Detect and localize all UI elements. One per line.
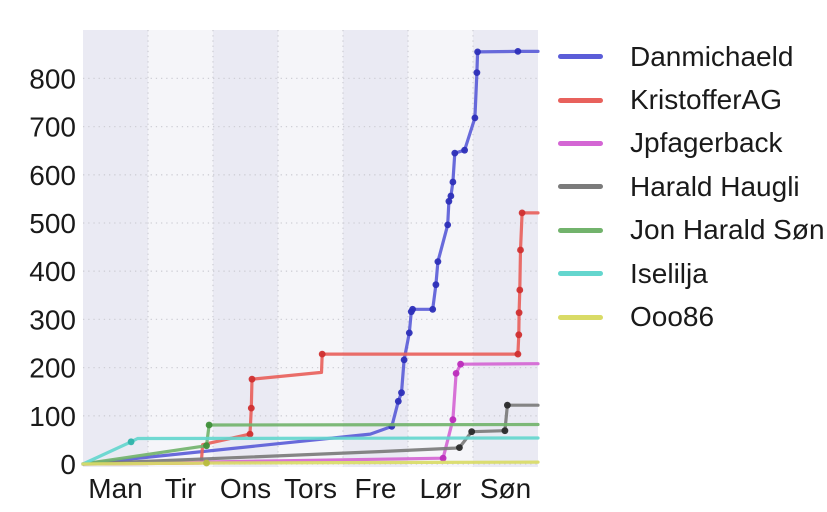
legend-label-ooo86: Ooo86 [630,301,715,333]
data-point-kristofferag [516,286,524,294]
data-point-danmichaeld [394,397,402,405]
series-line-ooo86 [81,460,540,466]
data-point-danmichaeld [434,258,442,265]
score-chart: 0 100 200 300 400 500 600 700 800 Man Tir Ons Tors Fr… [29,30,540,504]
data-point-kristofferag [514,350,522,358]
x-tick-label-tors: Tors [284,473,337,504]
day-band-man [83,30,148,467]
x-tick-label-tir: Tir [165,473,197,504]
data-point-kristofferag [518,209,526,217]
legend-label-jpfagerback: Jpfagerback [630,127,783,159]
data-point-jpfagerback [452,370,460,377]
y-tick-label: 200 [29,353,76,384]
legend-swatch-harald-haugli [558,184,603,190]
legend-swatch-iselilja [558,271,603,277]
data-point-jon-harald-s-n [203,442,210,450]
legend-item-jpfagerback: Jpfagerback [558,122,825,165]
data-point-danmichaeld [447,192,455,200]
data-point-danmichaeld [398,389,405,397]
data-point-danmichaeld [474,48,481,56]
x-tick-label-s-n: Søn [480,473,531,504]
legend-item-ooo86: Ooo86 [558,295,825,338]
data-point-jpfagerback [439,454,447,462]
data-point-danmichaeld [400,356,408,364]
series-ooo86 [81,459,540,467]
legend-item-harald-haugli: Harald Haugli [558,165,825,208]
y-tick-label: 600 [29,160,76,191]
legend-swatch-kristofferag [558,97,603,103]
y-tick-label: 0 [60,449,76,480]
data-point-harald-haugli [468,428,476,436]
data-point-ooo86 [203,459,210,467]
series-jpfagerback [81,360,540,466]
data-point-danmichaeld [429,305,437,313]
series-danmichaeld [81,48,540,466]
y-tick-label: 700 [29,112,76,143]
series-line-jpfagerback [81,362,540,466]
data-point-iselilja [127,438,135,446]
day-band-tir [148,30,213,467]
y-tick-label: 800 [29,63,76,94]
legend-swatch-jpfagerback [558,140,603,146]
data-point-kristofferag [247,404,255,412]
data-point-harald-haugli [456,444,463,451]
data-point-kristofferag [318,350,326,358]
y-tick-label: 100 [29,401,76,432]
data-point-harald-haugli [504,401,511,409]
legend-label-danmichaeld: Danmichaeld [630,40,794,72]
y-tick-label: 400 [29,256,76,287]
legend-item-jon-harald-s-n: Jon Harald Søn [558,209,825,252]
legend-item-iselilja: Iselilja [558,252,825,295]
x-tick-label-fre: Fre [355,473,397,504]
chart-legend: Danmichaeld KristofferAG Jpfagerback Harald… [558,35,825,339]
series-iselilja [81,436,540,466]
series-jon-harald-s-n [81,421,540,466]
x-tick-label-man: Man [88,473,142,504]
data-point-jpfagerback [457,360,464,368]
data-point-danmichaeld [445,197,453,205]
day-band-tors [278,30,343,467]
y-tick-label: 300 [29,304,76,335]
data-point-kristofferag [515,331,523,339]
data-point-jon-harald-s-n [205,421,213,429]
legend-item-kristofferag: KristofferAG [558,78,825,121]
data-point-danmichaeld [471,114,479,122]
data-point-danmichaeld [432,281,440,289]
legend-swatch-ooo86 [558,314,603,320]
legend-swatch-danmichaeld [558,54,603,60]
data-point-danmichaeld [409,305,416,313]
legend-label-jon-harald-s-n: Jon Harald Søn [630,214,825,246]
series-line-jon-harald-s-n [81,422,540,466]
data-point-danmichaeld [451,149,459,157]
legend-label-harald-haugli: Harald Haugli [630,170,800,202]
x-tick-label-l-r: Lør [420,473,462,504]
data-point-danmichaeld [444,221,452,229]
legend-label-kristofferag: KristofferAG [630,84,782,116]
series-line-iselilja [81,436,540,466]
legend-label-iselilja: Iselilja [630,257,708,289]
legend-swatch-jon-harald-s-n [558,227,603,233]
data-point-danmichaeld [449,178,457,186]
y-tick-label: 500 [29,208,76,239]
data-point-kristofferag [515,309,523,317]
data-point-kristofferag [246,430,254,438]
data-point-harald-haugli [501,427,509,435]
data-point-danmichaeld [514,48,522,55]
day-band-s-n [473,30,538,467]
legend-item-danmichaeld: Danmichaeld [558,35,825,78]
data-point-danmichaeld [461,146,468,154]
data-point-danmichaeld [473,69,481,76]
day-band-fre [343,30,408,467]
day-band-ons [213,30,278,467]
series-kristofferag [81,209,540,466]
data-point-kristofferag [248,375,256,383]
x-tick-label-ons: Ons [220,473,271,504]
data-point-jpfagerback [449,416,457,424]
data-point-kristofferag [517,246,524,254]
data-point-danmichaeld [405,329,413,337]
